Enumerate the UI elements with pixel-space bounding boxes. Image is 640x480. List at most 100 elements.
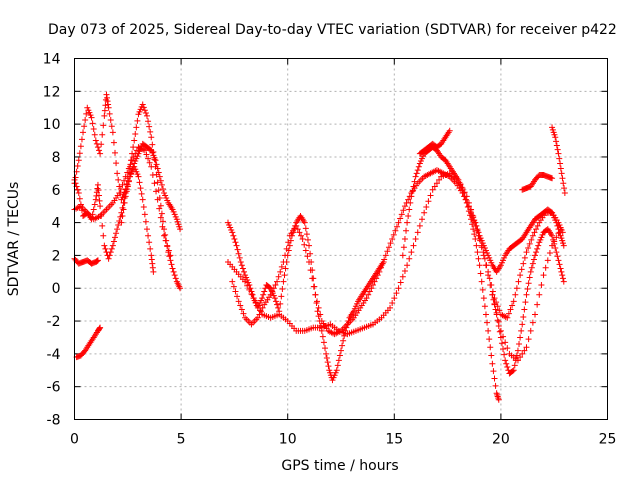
data-point [131,137,138,144]
data-point [325,363,332,370]
data-point [486,275,493,282]
data-point [152,157,159,164]
data-point [158,181,165,188]
data-point [315,304,322,311]
data-point [172,275,179,282]
data-point [366,288,373,295]
data-point [407,199,414,206]
data-point [523,291,530,298]
data-point [117,185,124,192]
data-point [556,155,563,162]
data-point [480,295,487,302]
data-point [229,278,236,285]
data-point [232,239,239,246]
data-point [278,293,285,300]
data-point [323,354,330,361]
data-point [143,226,150,233]
data-point [237,302,244,309]
data-point [118,209,125,216]
data-point [546,249,553,256]
data-point [553,249,560,256]
data-point [141,211,148,218]
data-point [154,179,161,186]
data-point [532,311,539,318]
data-point [98,141,105,148]
data-point [550,236,557,243]
data-point [492,382,499,389]
data-point [433,180,440,187]
data-point [146,239,153,246]
data-point [395,285,402,292]
data-point [75,190,82,197]
data-point [405,196,412,203]
data-point [557,165,564,172]
data-point [561,190,568,197]
data-point [389,236,396,242]
data-point [135,173,142,180]
data-point [134,117,141,124]
data-point [154,165,161,172]
y-tick-label: -8 [47,413,61,429]
data-point [142,110,149,117]
data-point [99,222,106,229]
data-point [391,295,398,302]
data-point [423,204,430,211]
data-point [517,354,524,361]
data-point [473,222,480,229]
data-point [301,241,308,248]
data-point [103,91,110,98]
data-point [281,272,288,279]
data-point [133,147,140,154]
x-tick-label: 10 [279,432,297,448]
y-tick-label: 8 [52,150,61,166]
data-point [76,150,83,157]
data-point [497,327,504,334]
data-point [244,282,251,289]
data-point [371,278,378,285]
series-sat-o [549,124,568,197]
data-point [551,240,558,247]
data-point [100,232,107,239]
series-sat-j [399,144,502,403]
y-tick-label: 6 [52,183,61,199]
data-point [142,218,149,225]
data-point [149,260,156,267]
data-point [302,225,309,232]
data-point [159,185,166,192]
data-point [527,327,534,334]
data-point [259,295,266,302]
data-point [157,202,164,209]
data-point [554,222,561,229]
data-point [523,344,530,351]
data-point [481,255,488,262]
data-point [491,375,498,382]
data-point [477,270,484,277]
data-point [286,242,293,249]
data-point [170,268,177,275]
data-point [302,247,309,254]
data-point [169,265,176,272]
series-sat-f [118,163,157,275]
data-point [399,273,406,280]
data-point [97,150,104,157]
series-sat-d [71,255,101,267]
data-point [119,181,126,188]
data-point [235,298,242,305]
data-point [272,281,279,288]
data-point [102,102,109,109]
data-point [121,177,128,184]
data-point [526,274,533,281]
data-point [155,187,162,194]
data-point [427,192,434,199]
data-point [397,215,404,222]
data-point [90,206,97,213]
data-point [277,268,284,275]
data-point [231,236,238,242]
y-tick-label: -6 [47,380,61,396]
data-point [425,198,432,205]
data-point [379,260,386,267]
data-point [514,347,521,354]
data-point [555,226,562,233]
x-tick-label: 25 [599,432,617,448]
data-point [112,234,119,241]
